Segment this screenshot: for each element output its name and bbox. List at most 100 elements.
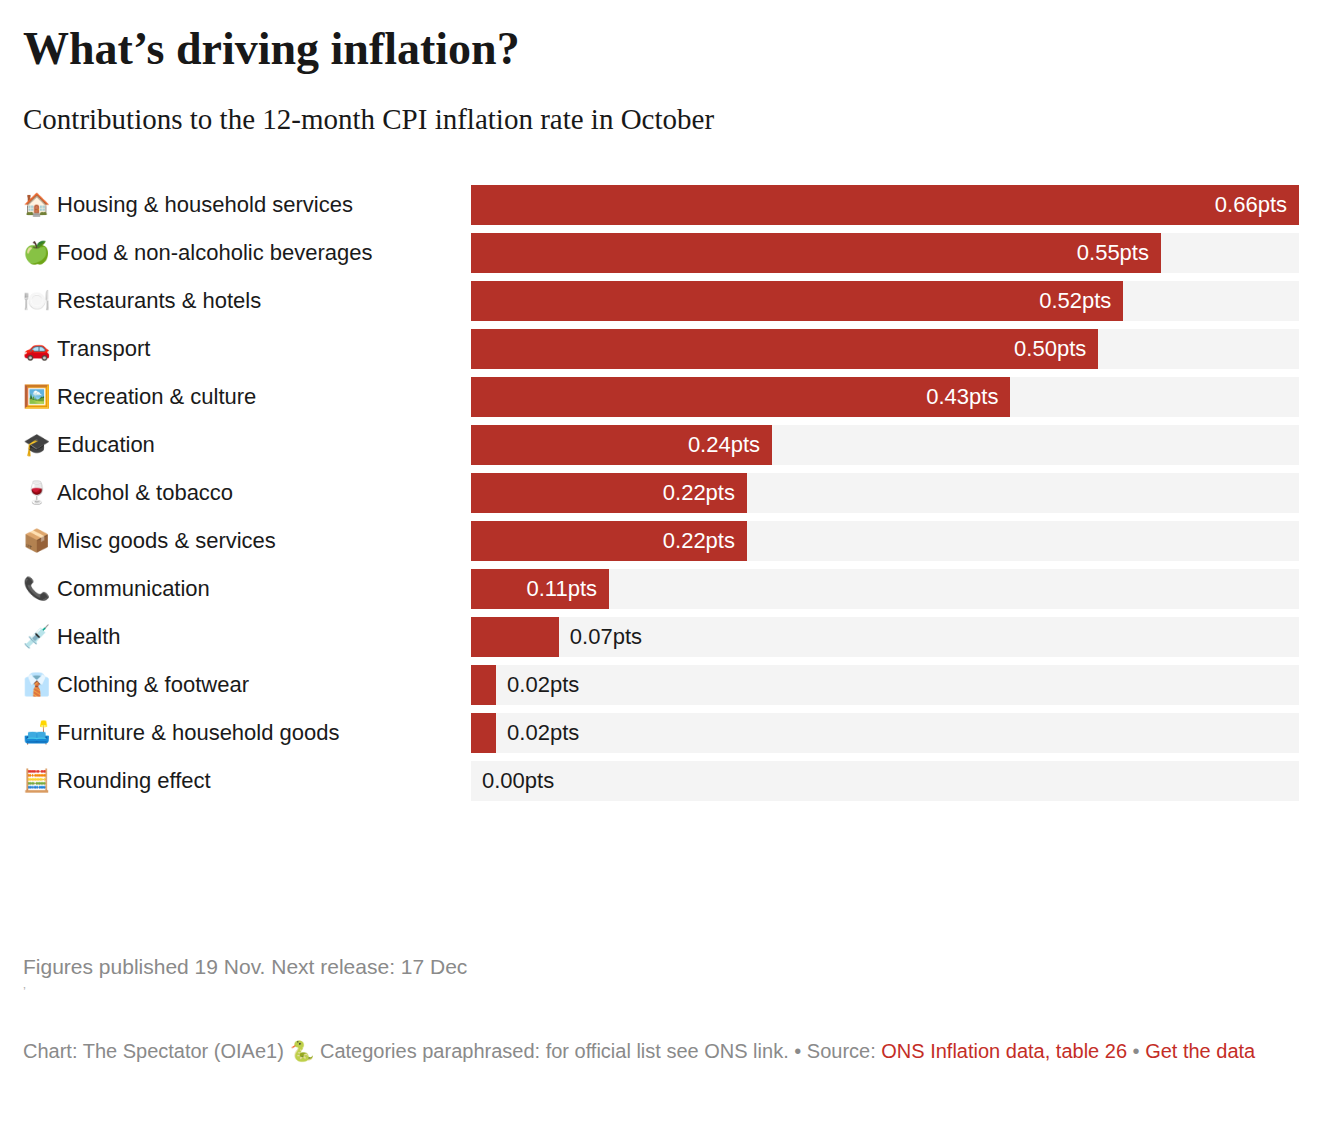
value-label: 0.55pts xyxy=(1077,233,1149,273)
page-title: What’s driving inflation? xyxy=(23,22,1299,76)
chart-row: 🍏Food & non-alcoholic beverages 0.55pts xyxy=(23,233,1299,273)
category-label: 👔Clothing & footwear xyxy=(23,665,471,705)
category-label-text: Housing & household services xyxy=(57,192,353,218)
category-label-text: Clothing & footwear xyxy=(57,672,249,698)
category-label-text: Health xyxy=(57,624,121,650)
value-label: 0.50pts xyxy=(1014,329,1086,369)
green-apple-icon: 🍏 xyxy=(23,233,57,273)
bar-track: 0.02pts xyxy=(471,713,1299,753)
chart-row: 📞Communication 0.11pts xyxy=(23,569,1299,609)
category-label-text: Furniture & household goods xyxy=(57,720,340,746)
page-subtitle: Contributions to the 12-month CPI inflat… xyxy=(23,102,1299,137)
syringe-icon: 💉 xyxy=(23,617,57,657)
value-label: 0.22pts xyxy=(663,473,735,513)
value-label: 0.07pts xyxy=(570,617,642,657)
bar-track: 0.50pts xyxy=(471,329,1299,369)
bar-fill: 0.66pts xyxy=(471,185,1299,225)
value-label: 0.66pts xyxy=(1215,185,1287,225)
category-label-text: Recreation & culture xyxy=(57,384,256,410)
bar-fill: 0.22pts xyxy=(471,473,747,513)
category-label: 🧮Rounding effect xyxy=(23,761,471,801)
bar-fill: 0.50pts xyxy=(471,329,1098,369)
category-label-text: Restaurants & hotels xyxy=(57,288,261,314)
chart-row: 🎓Education 0.24pts xyxy=(23,425,1299,465)
package-icon: 📦 xyxy=(23,521,57,561)
chart-row: 🍷Alcohol & tobacco 0.22pts xyxy=(23,473,1299,513)
bar-fill: 0.11pts xyxy=(471,569,609,609)
chart-row: 👔Clothing & footwear 0.02pts xyxy=(23,665,1299,705)
category-label: 🍽️Restaurants & hotels xyxy=(23,281,471,321)
bar-track: 0.07pts xyxy=(471,617,1299,657)
chart-row: 🍽️Restaurants & hotels 0.52pts xyxy=(23,281,1299,321)
category-label-text: Food & non-alcoholic beverages xyxy=(57,240,373,266)
bar-fill: 0.43pts xyxy=(471,377,1010,417)
value-label: 0.52pts xyxy=(1039,281,1111,321)
bar-track: 0.55pts xyxy=(471,233,1299,273)
published-note: Figures published 19 Nov. Next release: … xyxy=(23,953,1299,981)
source-link[interactable]: ONS Inflation data, table 26 xyxy=(881,1040,1127,1062)
category-label-text: Communication xyxy=(57,576,210,602)
bar-track: 0.22pts xyxy=(471,521,1299,561)
house-icon: 🏠 xyxy=(23,185,57,225)
chart-row: 🏠Housing & household services 0.66pts xyxy=(23,185,1299,225)
credit-line: Chart: The Spectator (OIAe1) 🐍 Categorie… xyxy=(23,1033,1279,1070)
bar-fill xyxy=(471,665,496,705)
bar-track: 0.24pts xyxy=(471,425,1299,465)
category-label-text: Transport xyxy=(57,336,150,362)
bar-track: 0.52pts xyxy=(471,281,1299,321)
category-label: 🛋️Furniture & household goods xyxy=(23,713,471,753)
value-label: 0.11pts xyxy=(526,569,597,609)
bar-fill xyxy=(471,713,496,753)
category-label: 🎓Education xyxy=(23,425,471,465)
chart-row: 🧮Rounding effect0.00pts xyxy=(23,761,1299,801)
chart-row: 🚗Transport 0.50pts xyxy=(23,329,1299,369)
bar-track: 0.02pts xyxy=(471,665,1299,705)
category-label: 💉Health xyxy=(23,617,471,657)
chart-row: 📦Misc goods & services 0.22pts xyxy=(23,521,1299,561)
bar-track: 0.43pts xyxy=(471,377,1299,417)
bar-fill: 0.22pts xyxy=(471,521,747,561)
category-label: 🍏Food & non-alcoholic beverages xyxy=(23,233,471,273)
credit-separator: • xyxy=(1127,1040,1145,1062)
bar-fill: 0.55pts xyxy=(471,233,1161,273)
framed-picture-icon: 🖼️ xyxy=(23,377,57,417)
category-label: 🖼️Recreation & culture xyxy=(23,377,471,417)
bar-track: 0.66pts xyxy=(471,185,1299,225)
credit-middle: Categories paraphrased: for official lis… xyxy=(314,1040,881,1062)
chart-row: 💉Health 0.07pts xyxy=(23,617,1299,657)
abacus-icon: 🧮 xyxy=(23,761,57,801)
credit-prefix: Chart: The Spectator (OIAe1) xyxy=(23,1040,289,1062)
bar-track: 0.22pts xyxy=(471,473,1299,513)
wine-glass-icon: 🍷 xyxy=(23,473,57,513)
bar-track: 0.11pts xyxy=(471,569,1299,609)
category-label-text: Education xyxy=(57,432,155,458)
category-label: 📦Misc goods & services xyxy=(23,521,471,561)
get-the-data-link[interactable]: Get the data xyxy=(1145,1040,1255,1062)
necktie-icon: 👔 xyxy=(23,665,57,705)
category-label: 🍷Alcohol & tobacco xyxy=(23,473,471,513)
category-label: 🏠Housing & household services xyxy=(23,185,471,225)
snake-icon: 🐍 xyxy=(289,1040,314,1062)
fork-knife-plate-icon: 🍽️ xyxy=(23,281,57,321)
bar-fill xyxy=(471,617,559,657)
value-label: 0.43pts xyxy=(926,377,998,417)
category-label-text: Alcohol & tobacco xyxy=(57,480,233,506)
telephone-receiver-icon: 📞 xyxy=(23,569,57,609)
value-label: 0.02pts xyxy=(507,665,579,705)
bar-fill: 0.52pts xyxy=(471,281,1123,321)
value-label: 0.24pts xyxy=(688,425,760,465)
car-icon: 🚗 xyxy=(23,329,57,369)
bar-fill: 0.24pts xyxy=(471,425,772,465)
value-label: 0.22pts xyxy=(663,521,735,561)
category-label-text: Misc goods & services xyxy=(57,528,276,554)
bar-chart: 🏠Housing & household services 0.66pts 🍏Foo… xyxy=(23,185,1299,801)
graduation-cap-icon: 🎓 xyxy=(23,425,57,465)
bar-track: 0.00pts xyxy=(471,761,1299,801)
chart-row: 🛋️Furniture & household goods 0.02pts xyxy=(23,713,1299,753)
couch-lamp-icon: 🛋️ xyxy=(23,713,57,753)
category-label: 🚗Transport xyxy=(23,329,471,369)
value-label: 0.02pts xyxy=(507,713,579,753)
category-label: 📞Communication xyxy=(23,569,471,609)
category-label-text: Rounding effect xyxy=(57,768,211,794)
chart-row: 🖼️Recreation & culture 0.43pts xyxy=(23,377,1299,417)
